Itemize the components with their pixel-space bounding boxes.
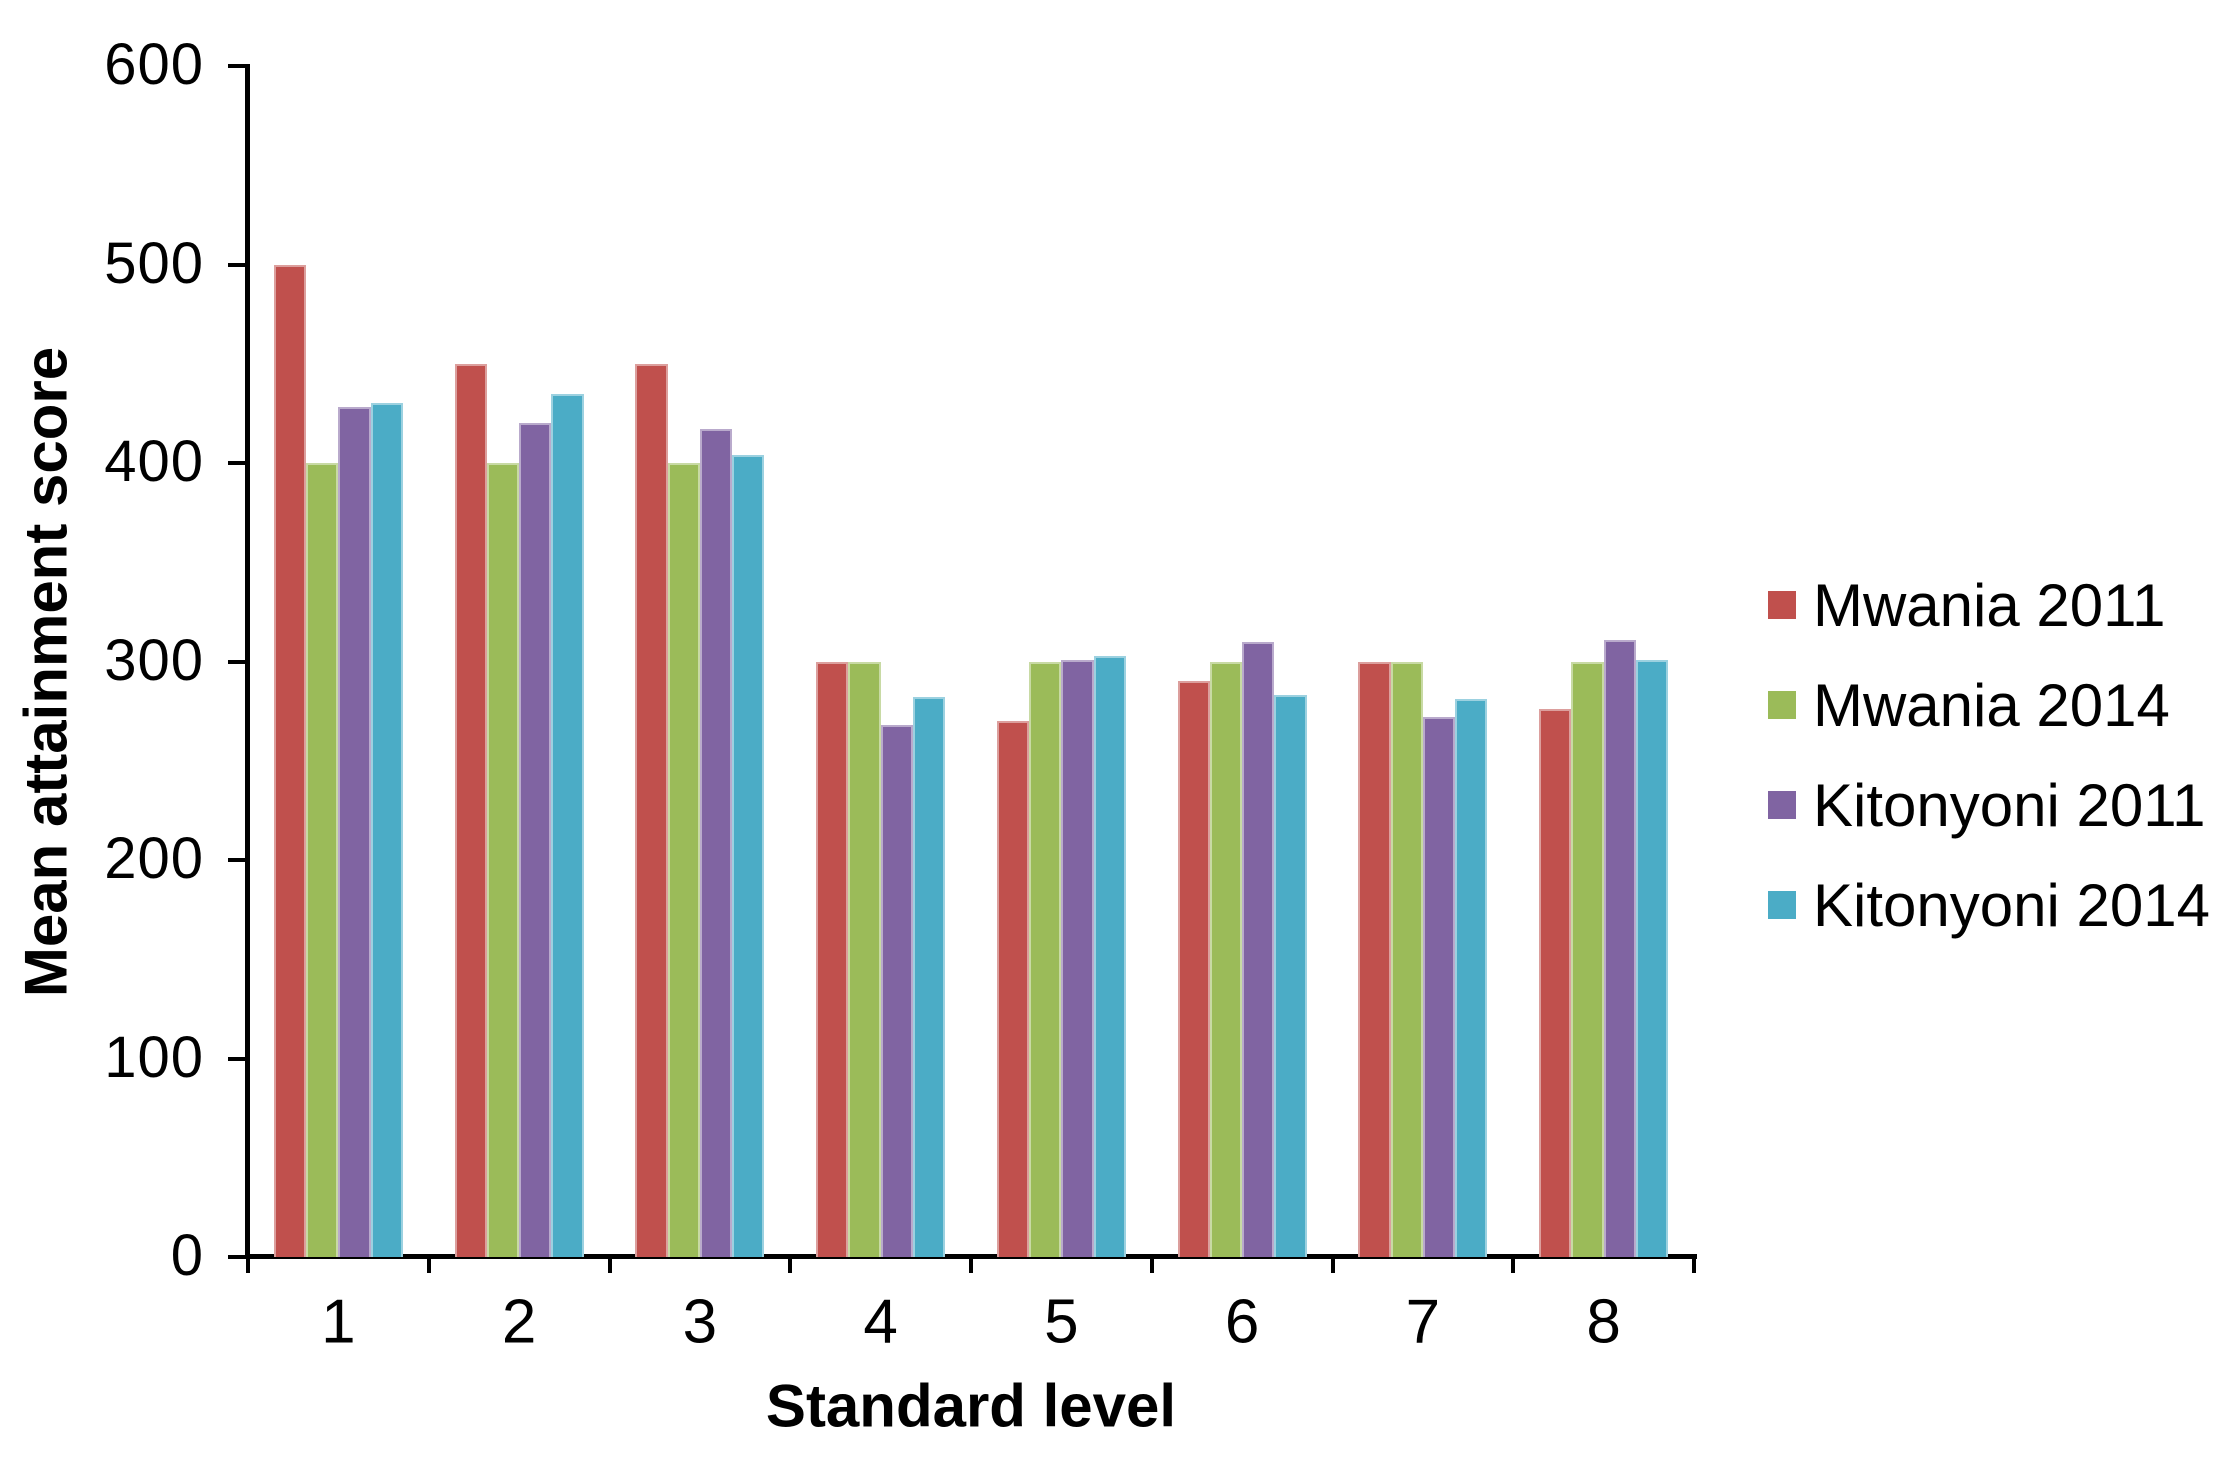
y-tick-label: 300 <box>104 627 204 693</box>
y-tick-mark <box>228 659 248 664</box>
bar <box>1455 699 1488 1257</box>
legend-swatch-mwania-2014 <box>1768 691 1796 719</box>
bar <box>1274 695 1307 1257</box>
x-tick-label: 4 <box>863 1287 898 1357</box>
legend-item-mwania-2014: Mwania 2014 <box>1768 672 2170 739</box>
bar <box>1061 659 1094 1257</box>
x-axis-title: Standard level <box>765 1372 1177 1440</box>
x-tick-label: 3 <box>682 1287 718 1357</box>
y-tick-label: 200 <box>104 826 204 892</box>
x-tick-label: 8 <box>1586 1287 1621 1357</box>
bar <box>306 463 339 1257</box>
y-tick-label: 0 <box>170 1223 204 1289</box>
y-tick-mark <box>228 1056 248 1061</box>
bar <box>848 661 881 1257</box>
x-tick-label: 1 <box>321 1287 356 1357</box>
bar <box>996 721 1030 1257</box>
x-tick-mark <box>1692 1254 1696 1273</box>
y-tick-mark <box>228 461 248 465</box>
bar <box>1571 661 1604 1257</box>
legend-swatch-kitonyoni-2011 <box>1768 791 1796 819</box>
x-tick-mark <box>607 1254 612 1273</box>
x-tick-mark <box>969 1254 973 1273</box>
bar <box>816 661 849 1257</box>
x-tick-mark <box>426 1254 431 1273</box>
y-tick-mark <box>228 64 248 68</box>
bar <box>1422 717 1456 1257</box>
legend-label: Mwania 2014 <box>1813 671 2170 739</box>
legend-item-kitonyoni-2014: Kitonyoni 2014 <box>1768 872 2210 939</box>
bar <box>370 403 403 1257</box>
bar <box>1539 709 1572 1257</box>
x-tick-mark <box>1149 1254 1154 1273</box>
bar <box>1603 639 1636 1257</box>
y-tick-mark <box>228 262 248 267</box>
bar <box>1635 659 1669 1257</box>
bar <box>1093 655 1126 1257</box>
y-tick-label: 400 <box>104 429 204 495</box>
x-tick-label: 6 <box>1224 1287 1260 1357</box>
bar <box>732 455 765 1257</box>
x-tick-label: 5 <box>1044 1287 1079 1357</box>
x-tick-label: 7 <box>1405 1287 1441 1357</box>
x-tick-label: 2 <box>501 1287 537 1357</box>
legend-item-kitonyoni-2011: Kitonyoni 2011 <box>1768 772 2206 839</box>
x-tick-mark <box>1330 1254 1335 1273</box>
y-tick-mark <box>228 1255 248 1259</box>
legend-label: Kitonyoni 2011 <box>1813 771 2206 839</box>
bar <box>1209 661 1243 1257</box>
bar <box>1358 661 1391 1257</box>
bar <box>551 393 584 1257</box>
bar <box>1242 641 1275 1257</box>
y-tick-mark <box>228 858 248 862</box>
x-tick-mark <box>1511 1254 1516 1273</box>
bar <box>635 363 668 1257</box>
bar <box>699 429 733 1257</box>
bar <box>667 463 700 1257</box>
x-tick-mark <box>788 1254 793 1273</box>
y-tick-label: 500 <box>104 230 204 296</box>
bar <box>273 264 307 1257</box>
legend-label: Mwania 2011 <box>1813 571 2166 639</box>
y-tick-label: 100 <box>104 1024 204 1090</box>
plot-area <box>248 66 1694 1257</box>
x-tick-mark <box>246 1254 250 1273</box>
bar <box>454 363 487 1257</box>
legend-swatch-mwania-2011 <box>1768 591 1796 619</box>
legend-swatch-kitonyoni-2014 <box>1768 891 1796 919</box>
bar <box>519 423 552 1257</box>
legend-item-mwania-2011: Mwania 2011 <box>1768 572 2165 639</box>
bar <box>1390 661 1423 1257</box>
bar <box>880 725 913 1257</box>
bar <box>486 463 520 1257</box>
bar <box>1177 681 1210 1257</box>
bar <box>912 697 946 1257</box>
bar <box>338 407 371 1257</box>
y-tick-label: 600 <box>104 32 204 98</box>
bar <box>1029 661 1062 1257</box>
legend-label: Kitonyoni 2014 <box>1813 871 2210 939</box>
